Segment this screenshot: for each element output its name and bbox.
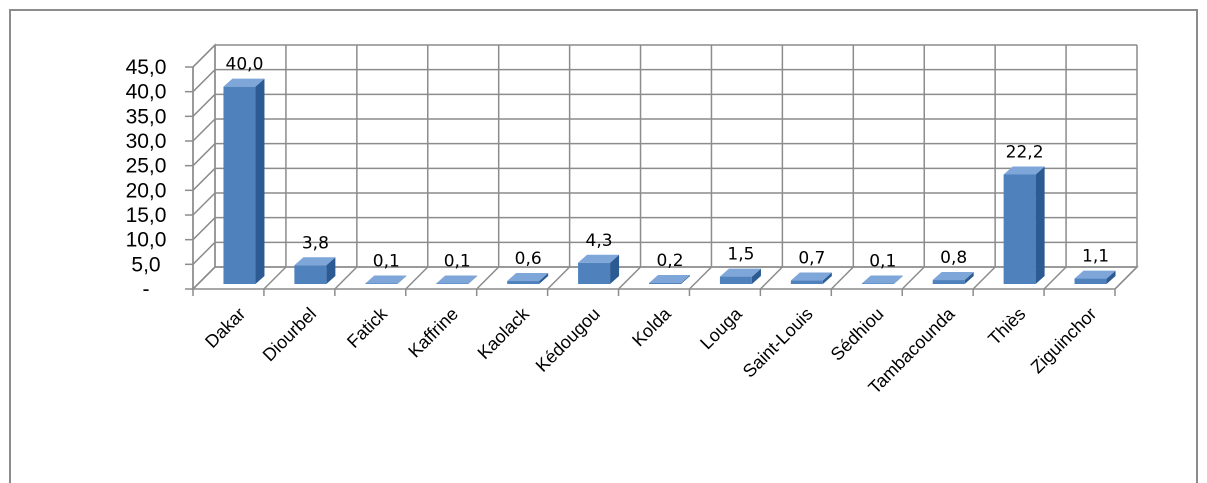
x-tick-label: Sédhiou [827,304,888,365]
bar [436,283,469,285]
bar-top [932,272,974,281]
data-label: 0,1 [373,252,400,272]
data-label: 40,0 [226,55,264,75]
x-tick-label: Louga [696,303,746,353]
y-tick-label: 15,0 [126,204,167,227]
bar-side [964,272,974,284]
bar-side [893,275,903,284]
bar-side [1035,166,1045,284]
gridline-side [192,69,216,93]
bar-side [397,275,407,284]
bar [1074,278,1107,284]
x-tick-label: Diourbel [259,304,321,366]
bar-top [719,268,761,277]
x-tick-label: Kaffrine [404,304,462,362]
bar-side [539,273,549,284]
x-tick-label: Kédougou [532,304,604,376]
bar [507,281,540,284]
bar-side [1106,270,1116,284]
gridline-floor [405,266,429,290]
data-label: 0,1 [869,252,896,272]
data-label: 4,3 [586,231,613,251]
y-tick-label: 30,0 [126,130,167,153]
bar [861,283,894,285]
x-tick-label: Thiès [984,304,1029,349]
gridline-side [192,143,216,167]
y-tick-label: 45,0 [126,56,167,79]
bar-side [751,268,761,284]
bar [932,280,965,284]
y-tick-label: 20,0 [126,179,167,202]
bar-top [223,78,265,87]
y-tick-label: 25,0 [126,155,167,178]
bar [294,265,327,284]
bar-top [1003,166,1045,175]
gridline-side [192,118,216,142]
gridline-floor [618,266,642,290]
gridline-floor [476,266,500,290]
bar [790,280,823,284]
x-tick-label: Ziguinchor [1027,304,1101,378]
bar-top [790,272,832,281]
y-tick-label: 10,0 [126,229,167,252]
bar [223,86,256,285]
data-label: 0,2 [656,251,683,271]
gridline-floor [901,266,925,290]
gridline-floor [192,266,216,290]
bar-top [507,273,549,282]
bar-top [649,275,690,284]
data-label: 1,5 [727,245,754,265]
data-label: 0,8 [940,248,967,268]
bar-top [1074,270,1116,279]
x-tick-label: Dakar [201,304,249,352]
gridline-side [192,44,216,68]
bar-top [436,275,478,284]
x-tick-label: Kaolack [474,303,534,363]
bar-side [468,275,478,284]
y-tick-label: 35,0 [126,105,167,128]
bar [1003,174,1036,284]
y-tick-label: 5,0 [131,253,160,276]
bar-side [255,78,265,285]
gridline-floor [830,266,854,290]
data-label: 3,8 [302,233,329,253]
bar-top [294,257,336,266]
y-tick-label: - [143,278,150,301]
gridline-side [192,93,216,117]
y-tick-label: 40,0 [126,81,167,104]
bar [719,276,752,284]
gridline-side [192,192,216,216]
bar [578,262,611,284]
bar-side [822,272,832,284]
gridline-floor [1043,266,1067,290]
gridline-floor [334,266,358,290]
gridline-side [192,217,216,241]
gridline-side [192,167,216,191]
bar-top [365,275,407,284]
bar-top [578,254,620,263]
gridline-floor [1114,266,1138,290]
x-tick-label: Kolda [628,303,675,350]
bar [649,283,681,284]
bar-side [326,257,336,284]
bar-top [861,275,903,284]
data-label: 22,2 [1006,142,1044,162]
x-tick-label: Fatick [343,303,392,352]
gridline-floor [759,266,783,290]
gridline-floor [547,266,571,290]
data-label: 0,1 [444,252,471,272]
bar [365,283,398,285]
data-label: 0,7 [798,249,825,269]
data-label: 0,6 [515,249,542,269]
x-tick-label: Saint-Louis [739,304,817,382]
bar-side [681,275,690,284]
gridline-floor [688,266,712,290]
data-label: 1,1 [1082,247,1109,267]
gridline-floor [263,266,287,290]
gridline-side [192,241,216,265]
bar-side [610,254,620,284]
gridline-floor [972,266,996,290]
